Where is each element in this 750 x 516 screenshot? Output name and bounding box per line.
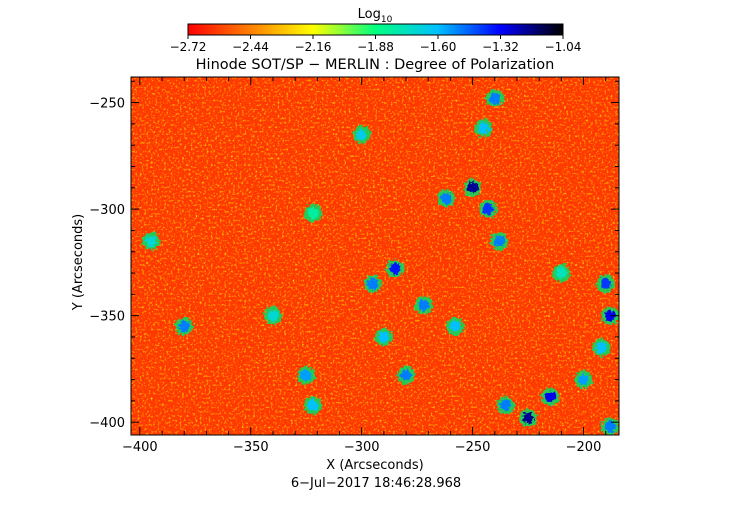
heatmap-speckle-texture	[131, 77, 619, 435]
feature-core	[267, 310, 279, 322]
colorbar: Log10 −2.72 −2.44 −2.16 −1.88 −1.60 −1.32 −1.0…	[170, 7, 582, 54]
feature-core	[522, 412, 534, 424]
feature-core	[145, 235, 157, 247]
feature-core	[595, 342, 607, 354]
x-tick-label: −300	[344, 440, 380, 455]
y-tick-label: −250	[89, 97, 125, 112]
feature-core	[307, 207, 319, 219]
feature-core	[389, 263, 401, 275]
colorbar-title: Log10	[358, 7, 393, 25]
feature-core	[449, 320, 461, 332]
feature-core	[378, 331, 390, 343]
feature-core	[300, 369, 312, 381]
x-tick-label: −350	[233, 440, 269, 455]
feature-core	[307, 399, 319, 411]
feature-core	[482, 203, 494, 215]
y-tick-label: −300	[89, 203, 125, 218]
feature-core	[500, 399, 512, 411]
feature-core	[478, 122, 490, 134]
feature-core	[178, 320, 190, 332]
feature-core	[400, 369, 412, 381]
y-axis-ticks: −250 −300 −350 −400	[89, 80, 619, 431]
colorbar-tick-label: −2.16	[295, 40, 332, 54]
feature-core	[440, 192, 452, 204]
x-axis-ticks: −400 −350 −300 −250 −200	[122, 77, 607, 455]
y-tick-label: −350	[89, 310, 125, 325]
x-tick-label: −200	[566, 440, 602, 455]
colorbar-tick-label: −2.72	[170, 40, 207, 54]
colorbar-tick-label: −2.44	[232, 40, 269, 54]
plot-frame	[130, 76, 620, 436]
colorbar-tick-label: −1.32	[482, 40, 519, 54]
colorbar-tick-label: −1.04	[545, 40, 582, 54]
feature-core	[356, 129, 368, 141]
x-tick-label: −400	[122, 440, 158, 455]
feature-core	[604, 310, 616, 322]
colorbar-ticks: −2.72 −2.44 −2.16 −1.88 −1.60 −1.32 −1.04	[170, 35, 582, 54]
colorbar-gradient	[187, 23, 564, 36]
feature-core	[489, 92, 501, 104]
heatmap-features	[141, 89, 619, 435]
y-axis-label: Y (Arcseconds)	[71, 214, 86, 311]
colorbar-tick-label: −1.88	[357, 40, 394, 54]
heatmap-plot-area	[131, 77, 619, 435]
colorbar-tick-label: −1.60	[420, 40, 457, 54]
feature-core	[367, 278, 379, 290]
feature-core	[604, 420, 616, 432]
feature-core	[467, 182, 479, 194]
chart-title: Hinode SOT/SP − MERLIN : Degree of Polar…	[196, 57, 555, 73]
y-tick-label: −400	[89, 416, 125, 431]
feature-core	[493, 235, 505, 247]
observation-timestamp: 6−Jul−2017 18:46:28.968	[291, 476, 461, 491]
feature-core	[600, 278, 612, 290]
x-tick-label: −250	[455, 440, 491, 455]
feature-core	[578, 374, 590, 386]
feature-core	[418, 299, 430, 311]
feature-core	[544, 391, 556, 403]
feature-core	[555, 267, 567, 279]
x-axis-label: X (Arcseconds)	[326, 458, 423, 473]
